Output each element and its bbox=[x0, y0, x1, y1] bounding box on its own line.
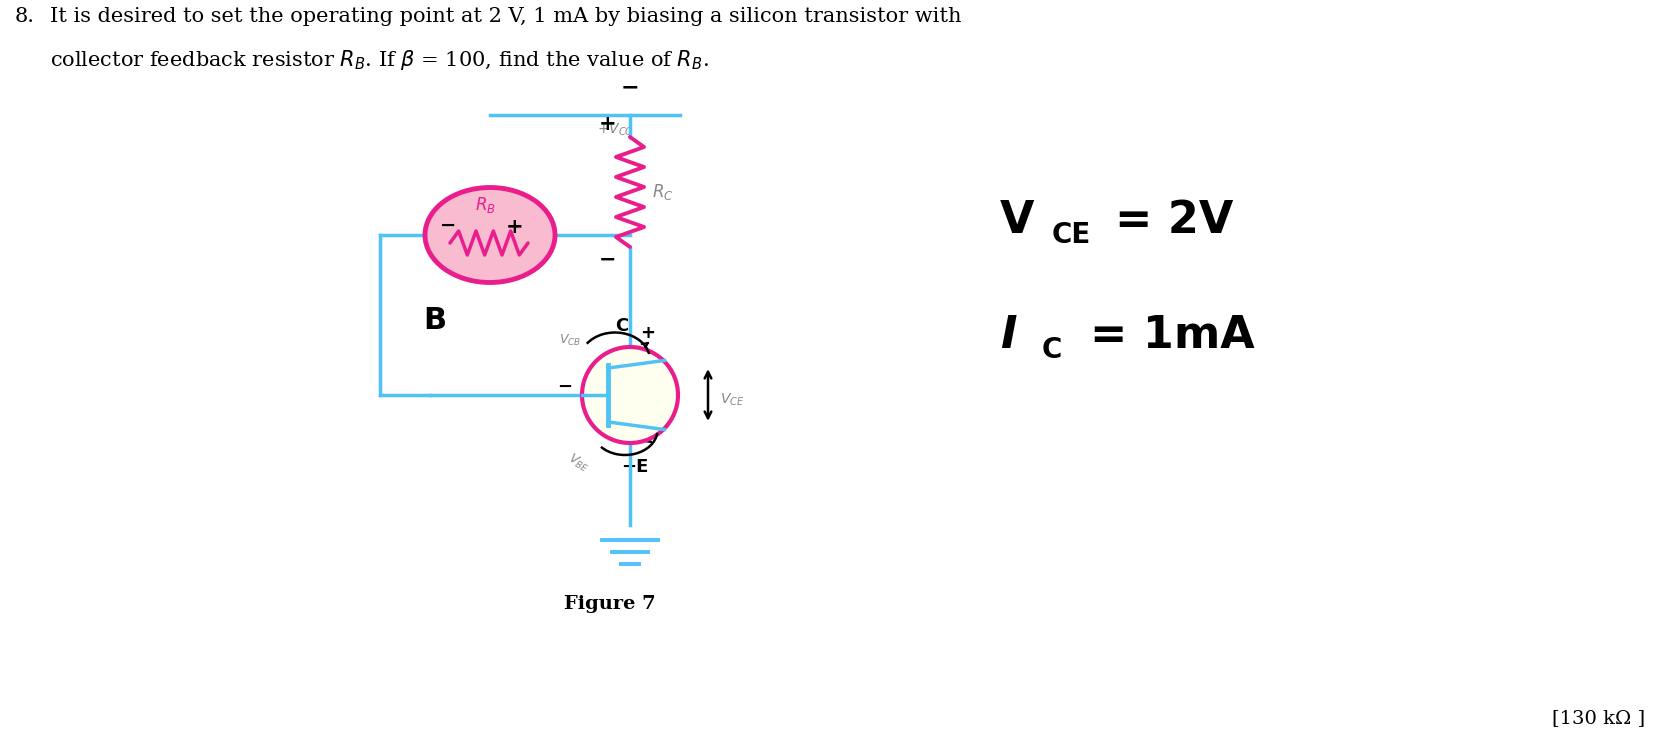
Text: $R_C$: $R_C$ bbox=[652, 182, 674, 202]
Text: B: B bbox=[423, 305, 447, 335]
Text: C: C bbox=[1042, 336, 1062, 364]
Text: It is desired to set the operating point at 2 V, 1 mA by biasing a silicon trans: It is desired to set the operating point… bbox=[50, 7, 961, 26]
Text: +: + bbox=[506, 217, 525, 237]
Text: Figure 7: Figure 7 bbox=[564, 595, 656, 613]
Text: $V_{BE}$: $V_{BE}$ bbox=[564, 451, 591, 475]
Text: $V_{CB}$: $V_{CB}$ bbox=[559, 332, 581, 348]
Text: = 1mA: = 1mA bbox=[1091, 314, 1255, 357]
Text: −: − bbox=[556, 378, 573, 396]
Text: −E: −E bbox=[621, 458, 649, 476]
Text: −: − bbox=[440, 215, 457, 235]
Text: C: C bbox=[616, 317, 629, 335]
Text: $+V_{CC}$: $+V_{CC}$ bbox=[596, 122, 634, 139]
Text: +: + bbox=[641, 324, 656, 342]
Text: +: + bbox=[599, 114, 618, 134]
Circle shape bbox=[583, 347, 677, 443]
Text: −: − bbox=[599, 250, 618, 270]
Text: 8.: 8. bbox=[15, 7, 35, 26]
Text: collector feedback resistor $R_B$. If $\beta$ = 100, find the value of $R_B$.: collector feedback resistor $R_B$. If $\… bbox=[50, 48, 709, 72]
Text: $V_{CE}$: $V_{CE}$ bbox=[720, 392, 744, 408]
Ellipse shape bbox=[425, 188, 554, 282]
Text: $R_B$: $R_B$ bbox=[475, 195, 495, 215]
Text: [130 kΩ ]: [130 kΩ ] bbox=[1552, 709, 1645, 727]
Text: CE: CE bbox=[1052, 221, 1091, 249]
Text: −: − bbox=[621, 77, 639, 97]
Text: I: I bbox=[999, 314, 1016, 357]
Text: = 2V: = 2V bbox=[1116, 198, 1233, 241]
Text: V: V bbox=[999, 198, 1034, 241]
